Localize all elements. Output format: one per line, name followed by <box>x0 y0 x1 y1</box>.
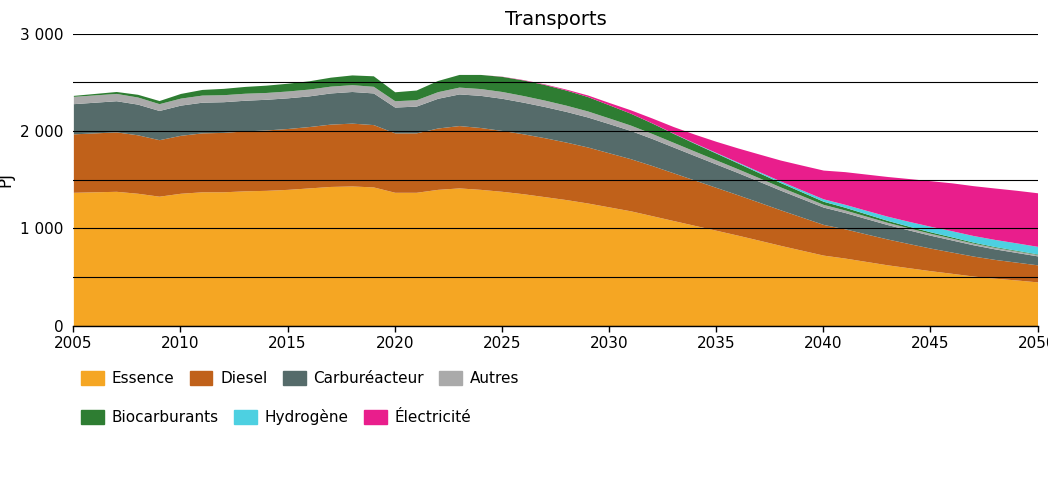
Y-axis label: PJ: PJ <box>0 172 15 187</box>
Title: Transports: Transports <box>504 10 607 29</box>
Legend: Biocarburants, Hydrogène, Électricité: Biocarburants, Hydrogène, Électricité <box>81 410 472 425</box>
